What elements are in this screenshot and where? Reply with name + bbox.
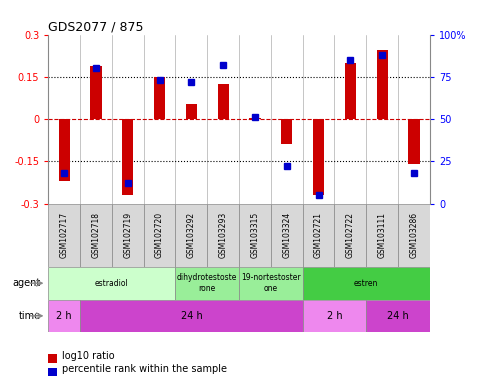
- Bar: [207, 204, 239, 267]
- Text: GSM103111: GSM103111: [378, 212, 387, 258]
- Bar: [48, 267, 175, 300]
- Text: estradiol: estradiol: [95, 279, 129, 288]
- Text: GSM103324: GSM103324: [282, 212, 291, 258]
- Text: GSM102718: GSM102718: [91, 212, 100, 258]
- Bar: [112, 204, 144, 267]
- Bar: [48, 204, 80, 267]
- Bar: [80, 204, 112, 267]
- Bar: [175, 267, 239, 300]
- Text: GSM103293: GSM103293: [219, 212, 227, 258]
- Bar: [239, 204, 271, 267]
- Bar: [239, 267, 303, 300]
- Bar: [122, 119, 133, 195]
- Text: GSM102719: GSM102719: [123, 212, 132, 258]
- Text: 2 h: 2 h: [57, 311, 72, 321]
- Text: time: time: [18, 311, 41, 321]
- Bar: [80, 300, 303, 332]
- Text: GDS2077 / 875: GDS2077 / 875: [48, 20, 144, 33]
- Bar: [90, 66, 101, 119]
- Bar: [398, 204, 430, 267]
- Bar: [366, 204, 398, 267]
- Bar: [409, 119, 420, 164]
- Bar: [218, 84, 229, 119]
- Bar: [303, 204, 335, 267]
- Text: 24 h: 24 h: [387, 311, 409, 321]
- Text: GSM103315: GSM103315: [251, 212, 259, 258]
- Text: GSM102720: GSM102720: [155, 212, 164, 258]
- Bar: [335, 204, 366, 267]
- Bar: [249, 118, 260, 119]
- Bar: [303, 300, 366, 332]
- Text: dihydrotestoste
rone: dihydrotestoste rone: [177, 273, 238, 293]
- Text: estren: estren: [354, 279, 379, 288]
- Bar: [281, 119, 292, 144]
- Bar: [345, 63, 356, 119]
- Text: GSM103286: GSM103286: [410, 212, 418, 258]
- Bar: [48, 300, 80, 332]
- Bar: [58, 119, 70, 181]
- Bar: [313, 119, 324, 195]
- Bar: [175, 204, 207, 267]
- Text: log10 ratio: log10 ratio: [62, 351, 114, 361]
- Text: GSM103292: GSM103292: [187, 212, 196, 258]
- Text: 2 h: 2 h: [327, 311, 342, 321]
- Text: 24 h: 24 h: [181, 311, 202, 321]
- Text: GSM102721: GSM102721: [314, 212, 323, 258]
- Text: 19-nortestoster
one: 19-nortestoster one: [241, 273, 301, 293]
- Bar: [144, 204, 175, 267]
- Bar: [154, 77, 165, 119]
- Bar: [366, 300, 430, 332]
- Text: agent: agent: [13, 278, 41, 288]
- Text: GSM102717: GSM102717: [60, 212, 69, 258]
- Text: GSM102722: GSM102722: [346, 212, 355, 258]
- Bar: [303, 267, 430, 300]
- Bar: [377, 50, 388, 119]
- Bar: [186, 104, 197, 119]
- Bar: [271, 204, 303, 267]
- Text: percentile rank within the sample: percentile rank within the sample: [62, 364, 227, 374]
